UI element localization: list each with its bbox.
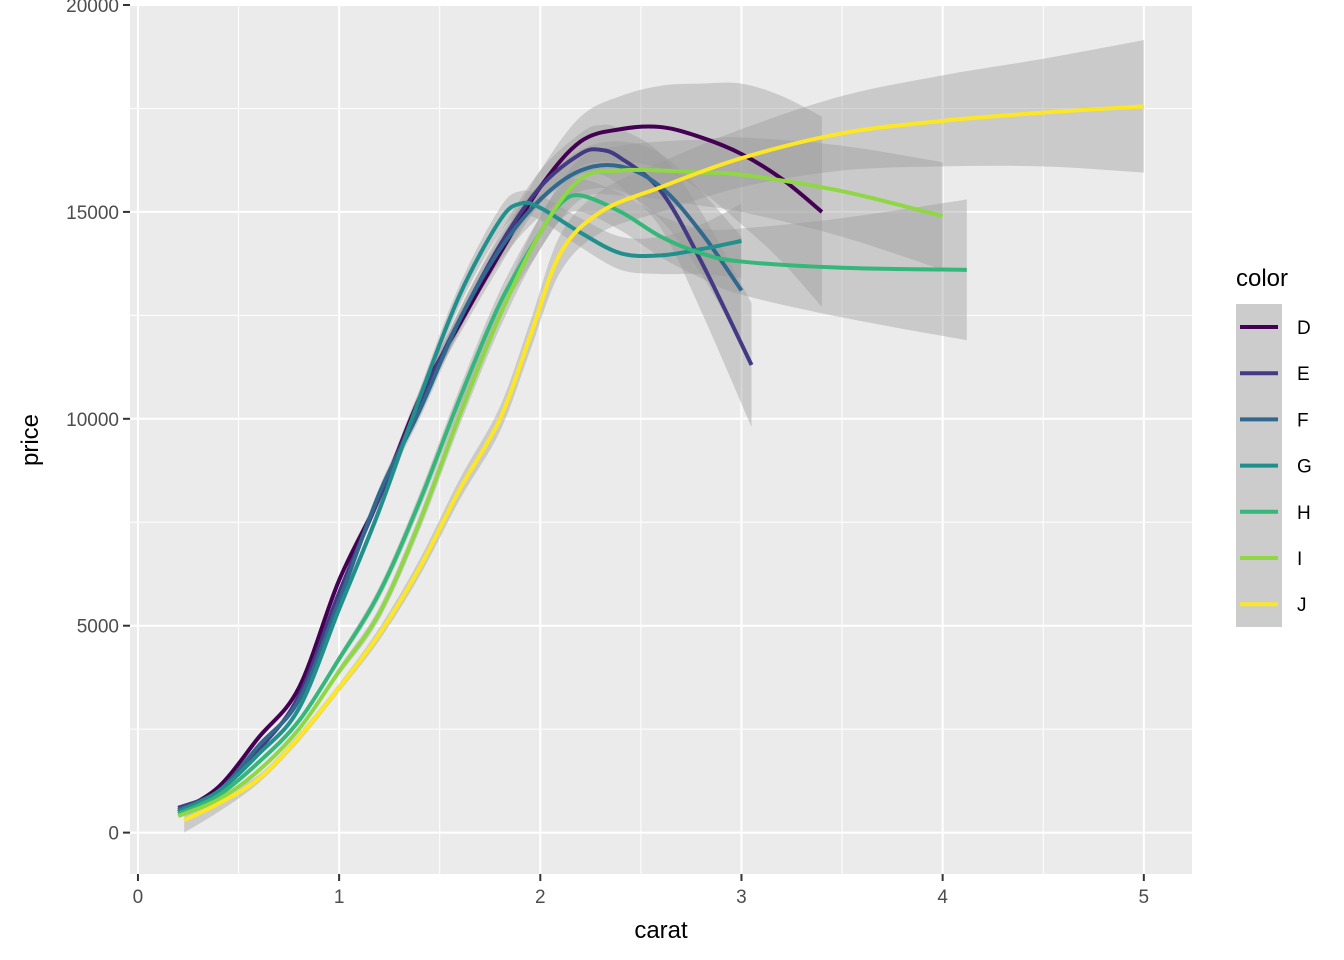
legend-label-J: J bbox=[1297, 595, 1307, 616]
x-tick-label: 0 bbox=[133, 887, 144, 908]
legend-label-D: D bbox=[1297, 318, 1311, 339]
x-tick-label: 5 bbox=[1139, 887, 1150, 908]
band-D bbox=[178, 82, 822, 812]
legend: color D E F G H I J bbox=[1236, 265, 1312, 627]
y-tick-label: 20000 bbox=[66, 0, 119, 17]
x-axis: 0 1 2 3 4 5 bbox=[133, 874, 1149, 908]
series-line-G bbox=[177, 200, 742, 814]
legend-label-H: H bbox=[1297, 503, 1311, 524]
x-tick-label: 4 bbox=[937, 887, 948, 908]
grid-minor bbox=[130, 5, 1192, 874]
legend-label-E: E bbox=[1297, 364, 1310, 385]
legend-label-I: I bbox=[1297, 549, 1302, 570]
y-tick-label: 15000 bbox=[66, 203, 119, 224]
x-tick-label: 1 bbox=[334, 887, 345, 908]
legend-items: D E F G H I J bbox=[1240, 318, 1312, 616]
y-tick-label: 10000 bbox=[66, 410, 119, 431]
series-line-D bbox=[177, 124, 824, 814]
x-tick-label: 3 bbox=[736, 887, 747, 908]
legend-title: color bbox=[1236, 265, 1288, 292]
series-line-I bbox=[177, 167, 944, 818]
grid-major bbox=[130, 4, 1192, 874]
y-tick-label: 5000 bbox=[77, 617, 119, 638]
series-line-F bbox=[177, 163, 744, 812]
band-F bbox=[178, 141, 742, 810]
x-axis-title: carat bbox=[634, 917, 688, 944]
series-lines bbox=[177, 104, 1144, 823]
x-tick-label: 2 bbox=[535, 887, 546, 908]
legend-label-F: F bbox=[1297, 410, 1309, 431]
y-axis-title: price bbox=[17, 414, 44, 466]
legend-label-G: G bbox=[1297, 457, 1312, 478]
series-line-J bbox=[183, 104, 1144, 823]
series-line-H bbox=[177, 193, 967, 816]
band-I bbox=[178, 137, 943, 817]
band-H bbox=[178, 178, 967, 814]
y-axis: 0 5000 10000 15000 20000 bbox=[66, 0, 130, 845]
y-tick-label: 0 bbox=[108, 824, 119, 845]
